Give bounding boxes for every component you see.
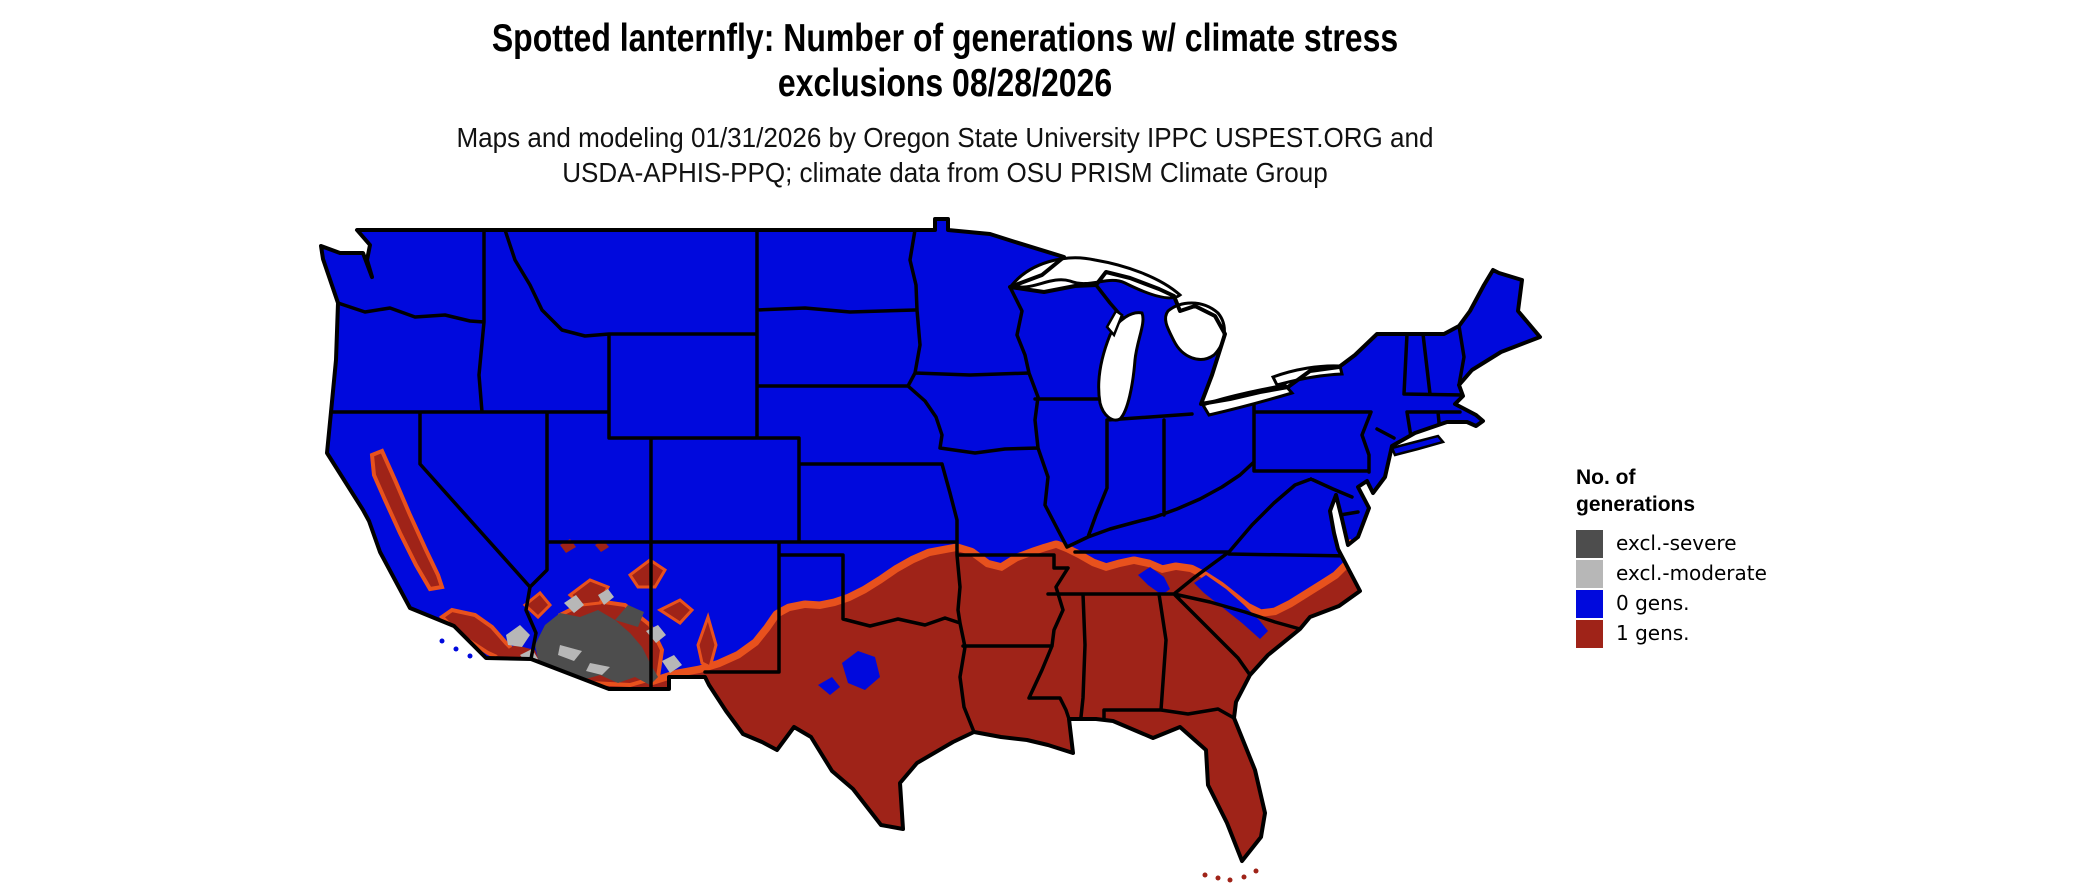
- conus-outline: [319, 217, 1542, 863]
- long-island: [1390, 434, 1446, 457]
- lake-huron: [1164, 301, 1226, 361]
- map-legend: No. of generations excl.-severe excl.-mo…: [1576, 464, 1836, 649]
- map-title-line2: exclusions 08/28/2026: [777, 62, 1113, 105]
- exclusion-severe-region: [535, 605, 658, 685]
- map-subtitle: Maps and modeling 01/31/2026 by Oregon S…: [66, 120, 1824, 190]
- us-map: [319, 217, 1542, 883]
- legend-title-line2: generations: [1576, 493, 1696, 516]
- map-title-line1: Spotted lanternfly: Number of generation…: [491, 17, 1399, 60]
- channel-islands: [439, 638, 473, 659]
- legend-items: excl.-severe excl.-moderate 0 gens. 1 ge…: [1576, 529, 1836, 648]
- legend-item: excl.-severe: [1576, 529, 1836, 558]
- green-bay: [1105, 309, 1124, 338]
- legend-item: excl.-moderate: [1576, 559, 1836, 588]
- legend-label: 1 gens.: [1616, 621, 1690, 645]
- florida-keys: [1202, 868, 1259, 883]
- legend-item: 0 gens.: [1576, 589, 1836, 618]
- legend-label: excl.-severe: [1616, 531, 1737, 555]
- legend-label: 0 gens.: [1616, 591, 1690, 615]
- map-title: Spotted lanternfly: Number of generation…: [170, 16, 1720, 106]
- map-subtitle-line1: Maps and modeling 01/31/2026 by Oregon S…: [456, 122, 1434, 153]
- us-map-container: [230, 215, 1570, 892]
- lake-superior: [1009, 256, 1183, 300]
- state-borders: [329, 228, 1466, 734]
- legend-swatch-excl-moderate: [1576, 559, 1603, 588]
- legend-swatch-1-gens: [1576, 619, 1603, 648]
- legend-swatch-0-gens: [1576, 589, 1603, 618]
- legend-item: 1 gens.: [1576, 619, 1836, 648]
- map-subtitle-line2: USDA-APHIS-PPQ; climate data from OSU PR…: [562, 157, 1328, 188]
- legend-title: No. of generations: [1576, 464, 1836, 518]
- great-lakes: [1009, 256, 1344, 422]
- legend-title-line1: No. of: [1576, 466, 1636, 489]
- legend-swatch-excl-severe: [1576, 529, 1603, 558]
- legend-label: excl.-moderate: [1616, 561, 1767, 585]
